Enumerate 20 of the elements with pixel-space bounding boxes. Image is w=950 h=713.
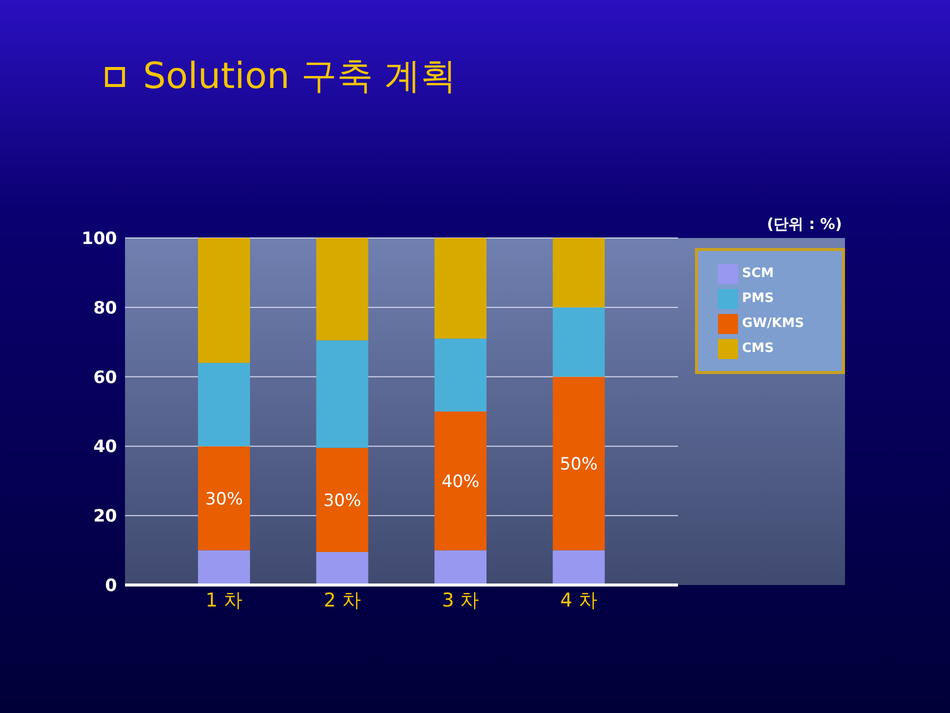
data-label: 30% — [205, 489, 243, 510]
data-label: 30% — [323, 490, 362, 511]
legend-label: CMS — [742, 341, 774, 356]
chart-title: Solution 구축 계획 — [143, 55, 457, 99]
text: (단위 : %) — [766, 215, 842, 234]
x-tick-label: 1 차 — [206, 589, 243, 612]
y-tick-label: 40 — [93, 437, 118, 458]
legend-label: PMS — [742, 291, 774, 306]
y-tick-label: 60 — [93, 368, 118, 388]
x-tick-label: 2 차 — [324, 589, 361, 612]
data-label: 40% — [442, 472, 480, 492]
y-tick-label: 0 — [105, 576, 118, 596]
y-tick-label: 100 — [82, 229, 118, 250]
x-tick-label: 3 차 — [442, 589, 480, 612]
legend-label: GW/KMS — [742, 316, 804, 331]
y-tick-label: 80 — [93, 298, 118, 318]
legend-label: SCM — [742, 266, 774, 281]
y-tick-label: 20 — [93, 506, 118, 527]
x-tick-label: 4 차 — [560, 589, 598, 612]
data-label: 50% — [560, 454, 598, 475]
